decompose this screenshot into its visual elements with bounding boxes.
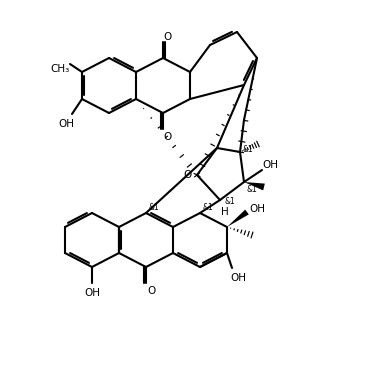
Text: &1: &1 xyxy=(203,204,213,213)
Text: &1: &1 xyxy=(149,204,160,213)
Text: H: H xyxy=(221,207,229,217)
Text: OH: OH xyxy=(84,288,100,298)
Text: O: O xyxy=(147,286,155,296)
Polygon shape xyxy=(227,210,249,227)
Text: &1: &1 xyxy=(247,185,257,194)
Text: O: O xyxy=(183,170,191,180)
Text: OH: OH xyxy=(58,119,74,129)
Text: OH: OH xyxy=(249,204,265,214)
Text: &1: &1 xyxy=(243,146,253,155)
Text: &1: &1 xyxy=(224,197,235,207)
Text: O: O xyxy=(164,32,172,42)
Polygon shape xyxy=(244,182,265,190)
Text: OH: OH xyxy=(262,160,278,170)
Text: O: O xyxy=(164,132,172,142)
Text: OH: OH xyxy=(230,273,246,283)
Text: CH₃: CH₃ xyxy=(50,64,70,74)
